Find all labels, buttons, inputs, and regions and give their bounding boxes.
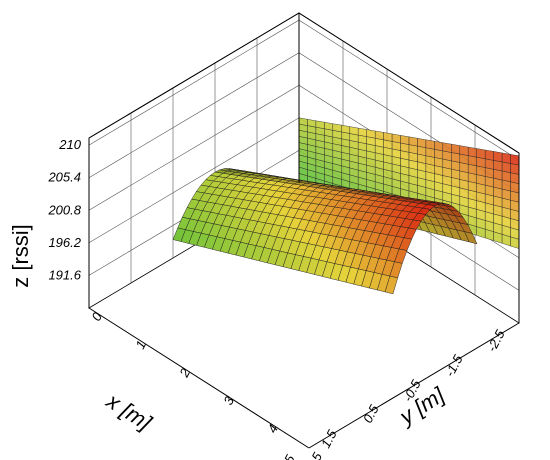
z-tick-label: 210 [58,137,81,152]
frame-edge [88,307,310,449]
wall-cell [493,160,503,172]
wall-cell [315,120,325,129]
back-wall-xz [88,12,300,309]
wall-cell [501,152,511,164]
wall-cell [332,123,342,133]
x-tick-label: -2.5 [484,327,508,355]
wall-cell [451,143,460,155]
wall-cell [307,119,317,128]
wall-cell [341,124,350,134]
wall-cell [349,126,359,136]
frame-edge [88,12,300,139]
wall-cell [400,135,410,145]
wall-cell [485,158,494,170]
wall-cell [417,138,427,148]
z-tick-label: 196.2 [48,235,81,250]
x-tick-label: -1.5 [442,352,466,380]
x-tick-label: 1.5 [318,427,340,451]
x-tick-label: 2.5 [275,452,298,460]
x-axis-label: x [m] [101,388,156,436]
wall-cell [468,146,477,158]
y-tick-label: 3 [220,393,237,407]
wall-cell [476,148,486,160]
y-tick-label: 1 [132,338,149,351]
wall-cell [501,161,511,173]
frame-edge [298,12,520,154]
ridge-surface [172,168,478,295]
wall-cell [408,136,418,147]
wall-cell [510,163,520,175]
wall-cell [510,154,520,166]
wall-cell [442,142,452,153]
z-tick-label: 191.6 [48,267,81,282]
wall-cell [459,145,469,156]
wall-cell [485,149,494,161]
y-tick-label: 4 [264,422,281,435]
wall-cell [375,130,384,141]
axes-frame [88,12,520,449]
frame-edge [308,322,520,449]
wall-cell [434,140,443,152]
wall-cell [298,117,308,126]
y-tick-label: 5 [308,449,325,460]
wall-cell [391,133,401,144]
y-tick-label: 0 [88,309,105,323]
z-tick-label: 205.4 [47,170,81,185]
surface-cell [384,275,398,295]
wall-cell [383,132,393,142]
x-tick-label: 0.5 [360,402,382,426]
z-axis-label: z [rssi] [8,224,33,288]
y-tick-label: 2 [176,365,193,380]
z-tick-label: 200.8 [47,202,81,217]
wall-cell [493,151,503,163]
wall-cell [451,152,460,163]
y-axis-label: y [m] [393,382,449,430]
wall-cell [510,172,520,184]
wall-cell [358,127,367,137]
wall-cell [425,139,435,150]
wall-cell [324,121,333,131]
wall-cell [366,129,376,139]
